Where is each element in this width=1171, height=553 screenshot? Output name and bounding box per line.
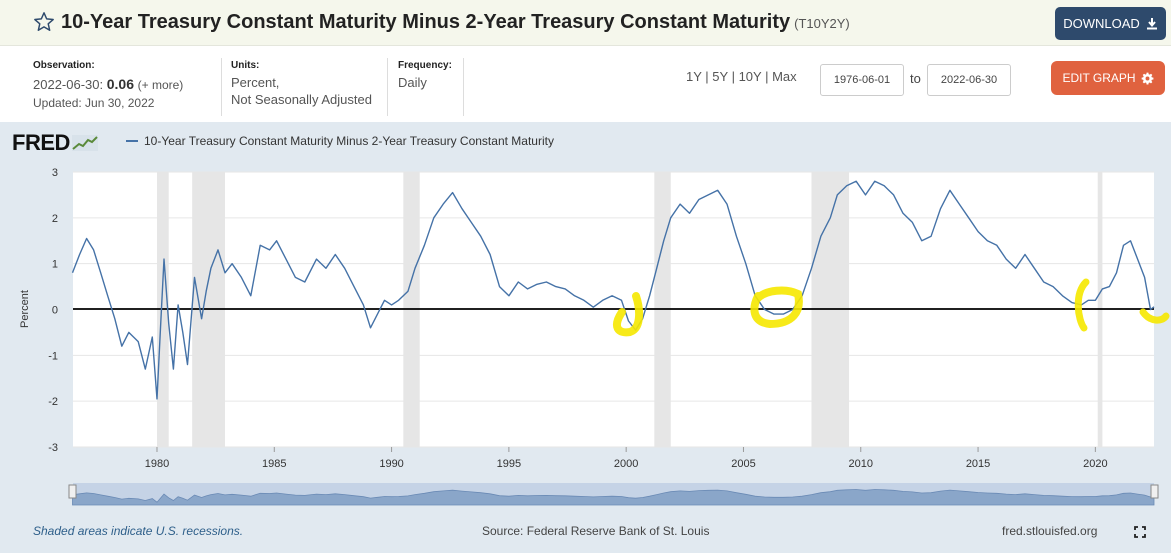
start-date-input[interactable]: 1976-06-01	[820, 64, 904, 96]
to-label: to	[910, 71, 921, 86]
highlight-mark	[612, 292, 644, 337]
x-tick-label: 2010	[849, 458, 873, 470]
x-tick-label: 1990	[379, 458, 403, 470]
highlight-mark	[1139, 308, 1170, 324]
chart-panel: FRED 10-Year Treasury Constant Maturity …	[0, 122, 1171, 553]
end-date-input[interactable]: 2022-06-30	[927, 64, 1011, 96]
observation-date: 2022-06-30:	[33, 77, 104, 92]
star-icon[interactable]	[33, 11, 55, 33]
frequency-value: Daily	[398, 75, 427, 90]
fred-logo-text: FRED	[12, 130, 70, 155]
navigator-handle-left[interactable]	[68, 484, 77, 499]
meta-divider	[463, 58, 464, 116]
fullscreen-icon[interactable]	[1134, 526, 1146, 538]
units-line-1: Percent,	[231, 75, 280, 90]
highlight-mark	[1074, 278, 1090, 332]
x-tick-label: 2020	[1083, 458, 1107, 470]
x-tick-label: 2005	[731, 458, 755, 470]
y-tick-label: -3	[48, 442, 58, 454]
y-tick-label: 0	[52, 305, 58, 317]
series-title: 10-Year Treasury Constant Maturity Minus…	[61, 11, 791, 33]
legend-swatch	[126, 140, 138, 142]
units-label: Units:	[231, 60, 260, 71]
x-tick-label: 1985	[262, 458, 286, 470]
edit-graph-label: EDIT GRAPH	[1062, 71, 1136, 85]
y-tick-label: -1	[48, 350, 58, 362]
meta-divider	[221, 58, 222, 116]
page-title: 10-Year Treasury Constant Maturity Minus…	[61, 11, 850, 34]
y-tick-label: 3	[52, 167, 58, 179]
range-max[interactable]: Max	[772, 69, 797, 84]
chart-svg: 3 2 1 0 -1 -2 -3 1980 1985 1990 1995 2000 2005 2010 2…	[19, 167, 1170, 506]
title-bar: 10-Year Treasury Constant Maturity Minus…	[0, 0, 1171, 46]
x-tick-label: 1980	[145, 458, 169, 470]
updated-date: Updated: Jun 30, 2022	[33, 96, 155, 110]
source-text: Source: Federal Reserve Bank of St. Loui…	[482, 524, 710, 538]
site-link[interactable]: fred.stlouisfed.org	[1002, 524, 1098, 538]
y-axis-label: Percent	[19, 290, 31, 328]
y-tick-label: 2	[52, 213, 58, 225]
frequency-label: Frequency:	[398, 60, 452, 71]
series-code: (T10Y2Y)	[794, 16, 850, 31]
meta-divider	[387, 58, 388, 116]
x-tick-label: 2000	[614, 458, 638, 470]
range-selector: 1Y | 5Y | 10Y | Max	[686, 69, 797, 84]
edit-graph-button[interactable]: EDIT GRAPH	[1051, 61, 1165, 95]
download-icon	[1146, 18, 1157, 30]
observation-label: Observation:	[33, 60, 95, 71]
navigator-series	[72, 489, 1155, 506]
units-line-2: Not Seasonally Adjusted	[231, 92, 372, 107]
range-10y[interactable]: 10Y	[738, 69, 762, 84]
y-tick-label: -2	[48, 396, 58, 408]
legend-label: 10-Year Treasury Constant Maturity Minus…	[144, 134, 554, 148]
observation-line: 2022-06-30: 0.06 (+ more)	[33, 76, 183, 94]
x-tick-label: 1995	[497, 458, 521, 470]
navigator-handle-right[interactable]	[1150, 484, 1159, 499]
series-line[interactable]	[71, 180, 1155, 400]
fred-logo-chart-icon	[71, 135, 98, 151]
more-link[interactable]: (+ more)	[137, 78, 184, 92]
range-1y[interactable]: 1Y	[686, 69, 702, 84]
x-tick-label: 2015	[966, 458, 990, 470]
gear-icon	[1141, 72, 1153, 84]
range-5y[interactable]: 5Y	[712, 69, 728, 84]
fred-logo: FRED	[12, 130, 98, 156]
observation-value: 0.06	[106, 76, 134, 92]
chart-legend: 10-Year Treasury Constant Maturity Minus…	[126, 134, 554, 148]
recession-note: Shaded areas indicate U.S. recessions.	[33, 524, 244, 538]
highlight-mark	[750, 286, 803, 329]
y-tick-label: 1	[52, 259, 58, 271]
download-label: DOWNLOAD	[1063, 16, 1140, 31]
download-button[interactable]: DOWNLOAD	[1055, 7, 1166, 40]
